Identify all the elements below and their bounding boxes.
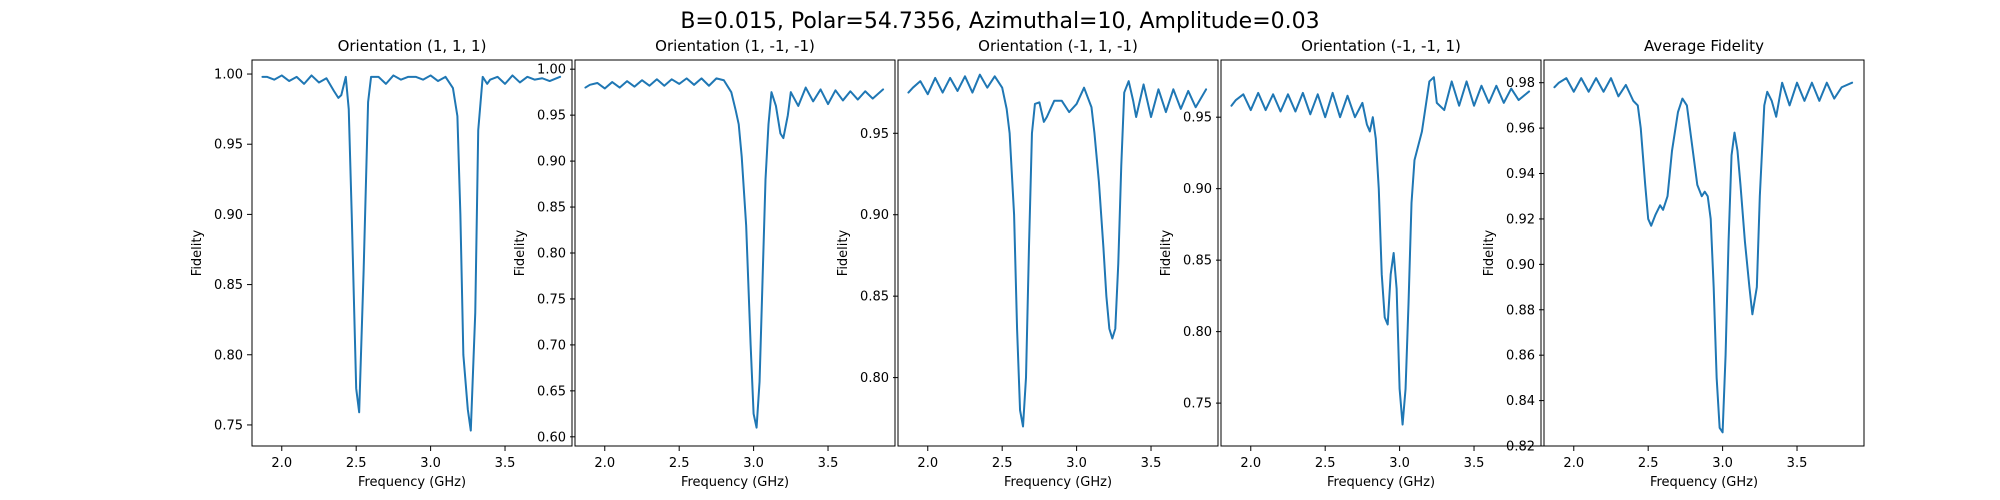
y-axis-label: Fidelity (1159, 229, 1174, 276)
y-tick-label: 0.95 (537, 109, 566, 124)
y-tick-label: 0.85 (860, 290, 889, 305)
x-tick-label: 3.5 (1464, 456, 1485, 471)
y-tick-label: 1.00 (214, 68, 243, 83)
fidelity-line (1553, 77, 1854, 434)
x-tick-label: 3.5 (818, 456, 839, 471)
y-tick-label: 0.90 (1183, 182, 1212, 197)
y-tick-label: 0.95 (214, 138, 243, 153)
y-axis-label: Fidelity (1482, 229, 1497, 276)
y-tick-label: 0.75 (537, 292, 566, 307)
y-axis-label: Fidelity (836, 229, 851, 276)
figure-suptitle: B=0.015, Polar=54.7356, Azimuthal=10, Am… (680, 9, 1319, 34)
subplot-title: Orientation (1, -1, -1) (655, 37, 815, 55)
x-tick-label: 3.0 (1066, 456, 1087, 471)
subplot-3: 2.0 2.5 3.0 3.5 0.80 0.85 0.90 0.95 Orientation … (836, 37, 1219, 490)
subplot-title: Orientation (1, 1, 1) (338, 37, 487, 55)
y-tick-label: 0.90 (214, 208, 243, 223)
y-tick-label: 0.95 (860, 127, 889, 142)
x-tick-label: 2.5 (1638, 456, 1659, 471)
y-tick-label: 0.90 (860, 208, 889, 223)
x-axis-label: Frequency (GHz) (1004, 475, 1112, 490)
axes-frame (1543, 59, 1865, 447)
x-tick-label: 2.0 (917, 456, 938, 471)
subplot-title: Average Fidelity (1644, 37, 1764, 55)
y-tick-label: 0.85 (537, 201, 566, 216)
x-tick-label: 3.0 (1712, 456, 1733, 471)
subplot-4: 2.0 2.5 3.0 3.5 0.75 0.80 0.85 0.90 0.95 Orientat… (1159, 37, 1542, 490)
y-tick-label: 0.90 (537, 155, 566, 170)
axes-frame (1220, 59, 1542, 447)
x-tick-label: 2.5 (992, 456, 1013, 471)
y-tick-label: 0.90 (1506, 258, 1535, 273)
x-tick-label: 3.5 (1787, 456, 1808, 471)
y-tick-label: 0.80 (1183, 325, 1212, 340)
y-tick-label: 0.80 (214, 348, 243, 363)
x-axis-label: Frequency (GHz) (1327, 475, 1435, 490)
x-tick-label: 3.5 (495, 456, 516, 471)
subplot-5: 2.0 2.5 3.0 3.5 0.82 0.84 0.86 0.88 0.90 0.92 0.94… (1482, 37, 1865, 490)
y-tick-label: 1.00 (537, 63, 566, 78)
fidelity-line (261, 74, 562, 432)
x-tick-label: 2.5 (1315, 456, 1336, 471)
y-axis-label: Fidelity (513, 229, 528, 276)
y-tick-label: 0.75 (1183, 397, 1212, 412)
subplot-title: Orientation (-1, -1, 1) (1301, 37, 1461, 55)
fidelity-line (1230, 76, 1531, 426)
y-tick-label: 0.80 (860, 371, 889, 386)
x-tick-label: 3.0 (743, 456, 764, 471)
y-tick-label: 0.96 (1506, 122, 1535, 137)
y-tick-label: 0.65 (537, 384, 566, 399)
fidelity-line (907, 73, 1208, 428)
y-tick-label: 0.60 (537, 430, 566, 445)
y-tick-label: 0.94 (1506, 167, 1535, 182)
x-tick-label: 3.5 (1141, 456, 1162, 471)
y-tick-label: 0.70 (537, 338, 566, 353)
subplot-1: 2.0 2.5 3.0 3.5 0.75 0.80 0.85 0.90 0.95 1.00 Orie… (190, 37, 573, 490)
y-tick-label: 0.98 (1506, 76, 1535, 91)
y-tick-label: 0.92 (1506, 212, 1535, 227)
y-tick-label: 0.85 (1183, 254, 1212, 269)
x-tick-label: 3.0 (1389, 456, 1410, 471)
x-axis-label: Frequency (GHz) (1650, 475, 1758, 490)
y-axis-label: Fidelity (190, 229, 205, 276)
axes-frame (897, 59, 1219, 447)
y-tick-label: 0.82 (1506, 440, 1535, 455)
y-tick-label: 0.86 (1506, 349, 1535, 364)
x-axis-label: Frequency (GHz) (681, 475, 789, 490)
x-tick-label: 2.0 (1240, 456, 1261, 471)
subplot-2: 2.0 2.5 3.0 3.5 0.60 0.65 0.70 0.75 0.80 0.85 0.90… (513, 37, 896, 490)
x-tick-label: 3.0 (420, 456, 441, 471)
x-axis-label: Frequency (GHz) (358, 475, 466, 490)
y-tick-label: 0.88 (1506, 303, 1535, 318)
x-tick-label: 2.0 (271, 456, 292, 471)
y-tick-label: 0.84 (1506, 394, 1535, 409)
x-tick-label: 2.0 (1563, 456, 1584, 471)
x-tick-label: 2.5 (346, 456, 367, 471)
subplot-panels: 2.0 2.5 3.0 3.5 0.75 0.80 0.85 0.90 0.95 1.00 Orie… (190, 37, 1865, 490)
y-tick-label: 0.80 (537, 247, 566, 262)
x-tick-label: 2.0 (594, 456, 615, 471)
y-tick-label: 0.75 (214, 418, 243, 433)
y-tick-label: 0.95 (1183, 111, 1212, 126)
fidelity-line (584, 77, 885, 429)
y-tick-label: 0.85 (214, 278, 243, 293)
x-tick-label: 2.5 (669, 456, 690, 471)
subplot-title: Orientation (-1, 1, -1) (978, 37, 1138, 55)
